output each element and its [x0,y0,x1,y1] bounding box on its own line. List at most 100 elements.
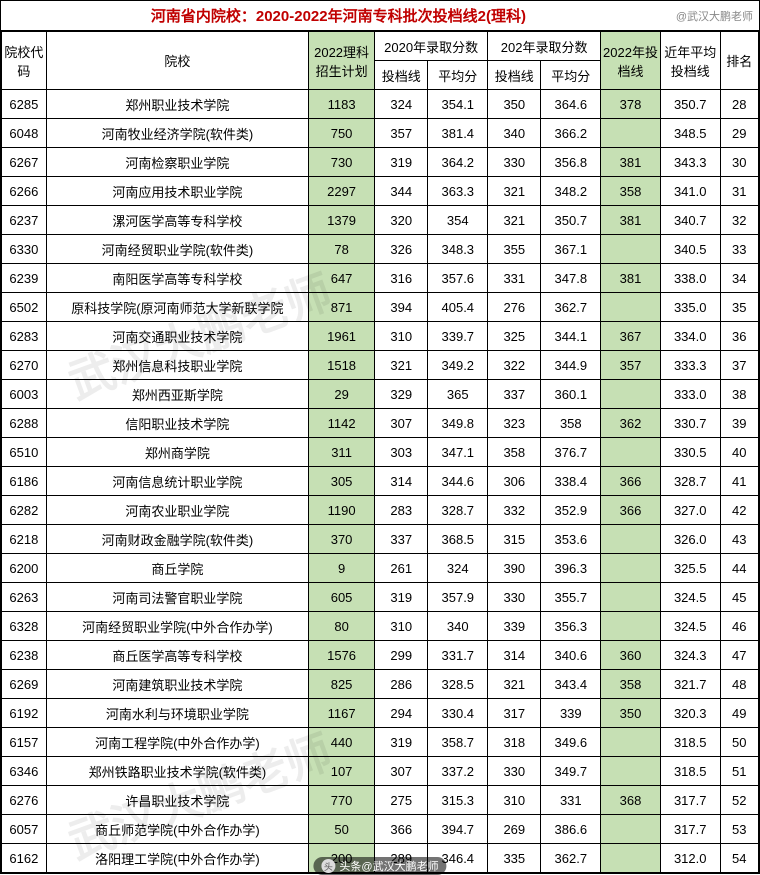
cell-mean: 328.7 [660,467,720,496]
cell-code: 6270 [2,351,47,380]
score-table: 院校代码 院校 2022理科招生计划 2020年录取分数 202年录取分数 20… [1,31,759,873]
cell-y22 [601,380,661,409]
cell-rank: 47 [720,641,758,670]
cell-y22 [601,815,661,844]
cell-a21: 362.7 [541,293,601,322]
cell-code: 6237 [2,206,47,235]
cell-name: 南阳医学高等专科学校 [46,264,308,293]
cell-mean: 333.3 [660,351,720,380]
cell-l21: 322 [488,351,541,380]
cell-plan: 1379 [309,206,375,235]
cell-plan: 440 [309,728,375,757]
cell-rank: 51 [720,757,758,786]
table-row: 6276许昌职业技术学院770275315.3310331368317.752 [2,786,759,815]
cell-code: 6288 [2,409,47,438]
cell-code: 6157 [2,728,47,757]
cell-mean: 312.0 [660,844,720,873]
cell-rank: 34 [720,264,758,293]
cell-a20: 324 [428,554,488,583]
cell-y22: 367 [601,322,661,351]
cell-plan: 605 [309,583,375,612]
cell-rank: 37 [720,351,758,380]
cell-y22 [601,728,661,757]
cell-name: 河南牧业经济学院(软件类) [46,119,308,148]
cell-l20: 319 [375,148,428,177]
cell-name: 河南检察职业学院 [46,148,308,177]
cell-y22: 381 [601,206,661,235]
cell-l20: 261 [375,554,428,583]
cell-name: 商丘学院 [46,554,308,583]
cell-y22 [601,554,661,583]
cell-l21: 337 [488,380,541,409]
cell-a21: 367.1 [541,235,601,264]
table-row: 6239南阳医学高等专科学校647316357.6331347.8381338.… [2,264,759,293]
table-row: 6238商丘医学高等专科学校1576299331.7314340.6360324… [2,641,759,670]
cell-code: 6282 [2,496,47,525]
cell-a20: 344.6 [428,467,488,496]
cell-name: 河南司法警官职业学院 [46,583,308,612]
table-row: 6269河南建筑职业技术学院825286328.5321343.4358321.… [2,670,759,699]
cell-mean: 338.0 [660,264,720,293]
table-row: 6328河南经贸职业学院(中外合作办学)80310340339356.3324.… [2,612,759,641]
cell-rank: 53 [720,815,758,844]
cell-y22: 358 [601,670,661,699]
table-row: 6285郑州职业技术学院1183324354.1350364.6378350.7… [2,90,759,119]
table-row: 6288信阳职业技术学院1142307349.8323358362330.739 [2,409,759,438]
cell-a20: 340 [428,612,488,641]
cell-mean: 330.5 [660,438,720,467]
cell-plan: 1961 [309,322,375,351]
cell-name: 郑州信息科技职业学院 [46,351,308,380]
cell-rank: 43 [720,525,758,554]
footer-label: 头条@武汉大鹏老师 [339,858,438,874]
cell-a20: 381.4 [428,119,488,148]
cell-l20: 357 [375,119,428,148]
cell-code: 6269 [2,670,47,699]
table-row: 6282河南农业职业学院1190283328.7332352.9366327.0… [2,496,759,525]
cell-rank: 50 [720,728,758,757]
th-2022: 2022年投档线 [601,32,661,90]
cell-code: 6200 [2,554,47,583]
cell-a20: 368.5 [428,525,488,554]
cell-mean: 335.0 [660,293,720,322]
cell-y22: 362 [601,409,661,438]
cell-a21: 356.3 [541,612,601,641]
cell-name: 信阳职业技术学院 [46,409,308,438]
cell-a21: 362.7 [541,844,601,873]
cell-mean: 334.0 [660,322,720,351]
cell-l20: 294 [375,699,428,728]
cell-rank: 41 [720,467,758,496]
table-header: 院校代码 院校 2022理科招生计划 2020年录取分数 202年录取分数 20… [2,32,759,90]
cell-l20: 283 [375,496,428,525]
cell-plan: 1183 [309,90,375,119]
cell-a20: 365 [428,380,488,409]
cell-rank: 46 [720,612,758,641]
cell-a20: 347.1 [428,438,488,467]
cell-a21: 364.6 [541,90,601,119]
cell-mean: 321.7 [660,670,720,699]
table-row: 6057商丘师范学院(中外合作办学)50366394.7269386.6317.… [2,815,759,844]
cell-name: 许昌职业技术学院 [46,786,308,815]
cell-a20: 348.3 [428,235,488,264]
cell-l21: 325 [488,322,541,351]
cell-a21: 396.3 [541,554,601,583]
cell-code: 6263 [2,583,47,612]
cell-rank: 40 [720,438,758,467]
cell-l21: 330 [488,148,541,177]
cell-a20: 315.3 [428,786,488,815]
cell-a21: 360.1 [541,380,601,409]
cell-name: 商丘医学高等专科学校 [46,641,308,670]
cell-l21: 331 [488,264,541,293]
cell-plan: 1167 [309,699,375,728]
cell-code: 6192 [2,699,47,728]
cell-plan: 647 [309,264,375,293]
cell-rank: 39 [720,409,758,438]
table-row: 6510郑州商学院311303347.1358376.7330.540 [2,438,759,467]
table-row: 6157河南工程学院(中外合作办学)440319358.7318349.6318… [2,728,759,757]
cell-name: 洛阳理工学院(中外合作办学) [46,844,308,873]
cell-y22 [601,235,661,264]
cell-code: 6510 [2,438,47,467]
cell-y22 [601,119,661,148]
cell-a21: 331 [541,786,601,815]
table-row: 6267河南检察职业学院730319364.2330356.8381343.33… [2,148,759,177]
cell-mean: 350.7 [660,90,720,119]
